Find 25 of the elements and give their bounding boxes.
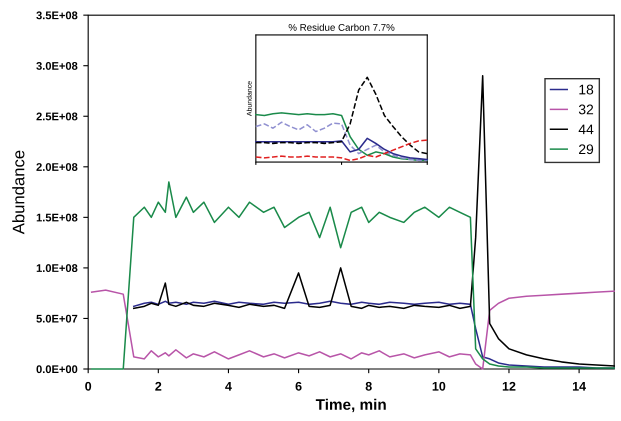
y-tick-label: 2.5E+08 bbox=[36, 112, 78, 120]
line-series bbox=[90, 181, 615, 370]
y-tick-label: 0.0E+00 bbox=[36, 365, 78, 374]
legend-label: 44 bbox=[578, 124, 594, 134]
x-axis-title: Time, min bbox=[316, 398, 386, 412]
x-tick-label: 6 bbox=[296, 382, 302, 391]
x-tick-label: 10 bbox=[432, 382, 446, 391]
legend-label: 18 bbox=[579, 84, 594, 94]
x-tick-label: 8 bbox=[366, 382, 372, 391]
y-tick-label: 3.5E+08 bbox=[36, 11, 78, 20]
x-tick-label: 4 bbox=[225, 382, 232, 391]
line-series bbox=[90, 289, 615, 370]
y-tick-label: 3.0E+08 bbox=[36, 62, 78, 70]
y-tick-label: 2.0E+08 bbox=[36, 163, 78, 171]
chart-title: % Residue Carbon 7.7% bbox=[288, 24, 394, 31]
y-axis-title: Abundance bbox=[12, 150, 24, 234]
x-tick-label: 12 bbox=[502, 382, 516, 391]
legend-label: 29 bbox=[579, 144, 594, 154]
y-tick-label: 1.0E+08 bbox=[36, 264, 78, 272]
legend-label: 32 bbox=[578, 104, 594, 114]
y-tick-label: 5.0E+07 bbox=[36, 314, 78, 323]
y-tick-label: 1.5E+08 bbox=[36, 214, 78, 222]
x-tick-label: 0 bbox=[85, 382, 92, 391]
x-tick-label: 2 bbox=[155, 382, 162, 391]
x-tick-label: 14 bbox=[572, 382, 586, 391]
